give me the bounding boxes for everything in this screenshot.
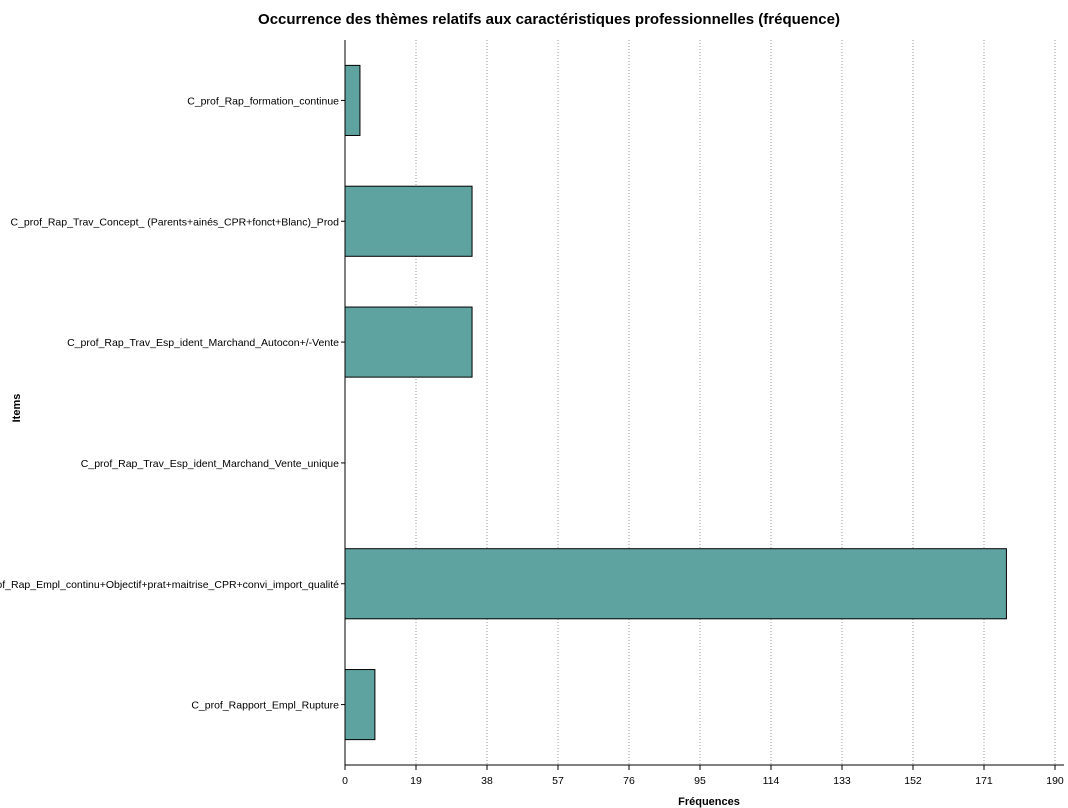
x-tick-label: 152 bbox=[904, 775, 922, 787]
x-tick-label: 95 bbox=[694, 775, 706, 787]
x-tick-label: 76 bbox=[623, 775, 635, 787]
category-labels: C_prof_Rap_formation_continue C_prof_Rap_… bbox=[0, 95, 345, 712]
category-label: C_prof_Rap_Trav_Esp_ident_Marchand_Autoc… bbox=[67, 337, 339, 349]
chart-title: Occurrence des thèmes relatifs aux carac… bbox=[258, 11, 840, 28]
category-label: C_prof_Rap_Trav_Esp_ident_Marchand_Vente… bbox=[81, 458, 339, 470]
bar bbox=[344, 185, 473, 257]
bar bbox=[344, 548, 1007, 620]
gridlines bbox=[415, 40, 1056, 765]
x-tick-label: 190 bbox=[1046, 775, 1064, 787]
x-tick-label: 0 bbox=[342, 775, 348, 787]
category-label: C_prof_Rapport_Empl_Rupture bbox=[191, 700, 339, 712]
bar bbox=[344, 306, 473, 378]
bars bbox=[344, 64, 1007, 741]
y-axis-title: Items bbox=[11, 394, 23, 423]
x-tick-label: 114 bbox=[763, 775, 780, 787]
category-label: C_prof_Rap_Trav_Concept_ (Parents+ainés_… bbox=[10, 216, 339, 228]
x-tick-label: 171 bbox=[975, 775, 993, 787]
category-label: C_prof_Rap_formation_continue bbox=[187, 95, 339, 107]
x-tick-label: 19 bbox=[410, 775, 422, 787]
x-tick-label: 133 bbox=[833, 775, 851, 787]
x-tick-labels: 0 19 38 57 76 95 114 133 152 171 190 bbox=[342, 765, 1064, 787]
bar bbox=[344, 669, 376, 741]
bar bbox=[344, 64, 361, 136]
x-tick-label: 38 bbox=[481, 775, 493, 787]
x-axis-title: Fréquences bbox=[678, 796, 740, 808]
category-label: C_prof_Rap_Empl_continu+Objectif+prat+ma… bbox=[0, 579, 339, 591]
x-tick-label: 57 bbox=[552, 775, 564, 787]
